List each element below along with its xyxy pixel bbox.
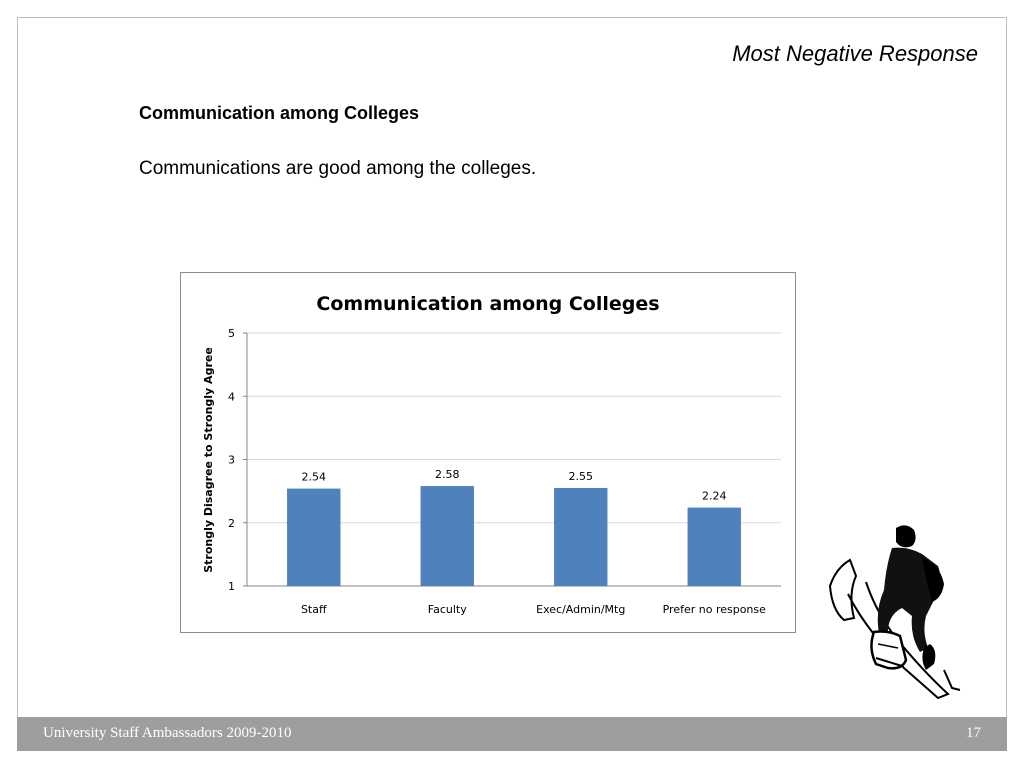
category-labels: Staff Faculty Exec/Admin/Mtg Prefer no resp…	[301, 603, 766, 616]
footer-bar: University Staff Ambassadors 2009-2010 1…	[17, 717, 1007, 751]
bar-chart: Communication among Colleges Strongly Di…	[180, 272, 796, 633]
page-number: 17	[966, 725, 981, 741]
data-label: 2.24	[702, 490, 727, 503]
category-label: Prefer no response	[663, 603, 767, 616]
chart-title: Communication among Colleges	[316, 293, 659, 315]
bar	[687, 507, 741, 586]
footer-title: University Staff Ambassadors 2009-2010	[43, 725, 292, 741]
y-tick-label: 2	[228, 517, 235, 530]
y-tick-labels: 1 2 3 4 5	[228, 327, 247, 593]
y-tick-label: 5	[228, 327, 235, 340]
y-axis-label: Strongly Disagree to Strongly Agree	[202, 347, 215, 573]
data-label: 2.58	[435, 468, 460, 481]
data-label: 2.54	[302, 471, 327, 484]
survey-statement: Communications are good among the colleg…	[139, 158, 537, 179]
bars	[287, 486, 741, 586]
chart-canvas: Communication among Colleges Strongly Di…	[202, 293, 781, 616]
bar	[554, 487, 608, 586]
y-tick-label: 1	[228, 580, 235, 593]
category-label: Staff	[301, 603, 327, 616]
y-tick-label: 4	[228, 390, 235, 403]
slide-heading: Communication among Colleges	[139, 103, 420, 123]
bar	[287, 488, 341, 586]
y-tick-label: 3	[228, 454, 235, 467]
bar	[420, 486, 474, 586]
data-labels: 2.54 2.58 2.55 2.24	[302, 468, 727, 503]
category-label: Faculty	[428, 603, 467, 616]
corner-title: Most Negative Response	[732, 41, 978, 66]
data-label: 2.55	[569, 470, 594, 483]
category-label: Exec/Admin/Mtg	[536, 603, 625, 616]
hiker-climbing-icon	[826, 520, 966, 700]
